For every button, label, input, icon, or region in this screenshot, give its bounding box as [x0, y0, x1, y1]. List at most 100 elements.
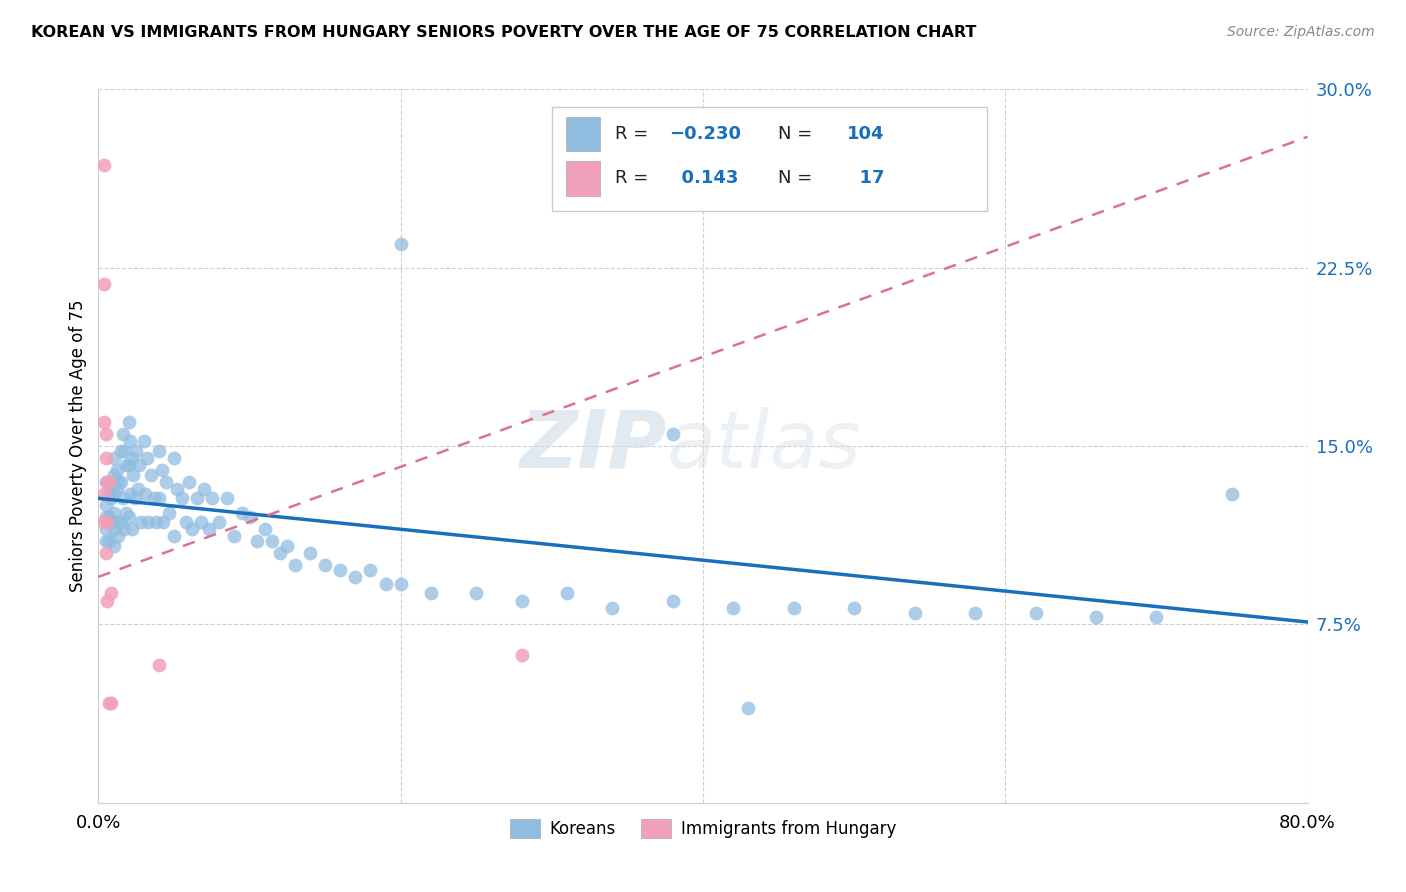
- Point: [127, 482, 149, 496]
- FancyBboxPatch shape: [551, 107, 987, 211]
- Text: N =: N =: [778, 169, 818, 187]
- Point: [239, 510, 262, 524]
- Point: [125, 443, 148, 458]
- Point: [163, 450, 186, 465]
- Point: [103, 539, 125, 553]
- Point: [1144, 610, 1167, 624]
- Point: [96, 475, 118, 489]
- Point: [93, 277, 115, 292]
- Point: [904, 606, 927, 620]
- Point: [224, 529, 246, 543]
- Point: [103, 506, 125, 520]
- Text: 104: 104: [846, 125, 884, 143]
- Point: [94, 522, 117, 536]
- Point: [134, 486, 156, 500]
- Point: [1220, 486, 1243, 500]
- Point: [98, 475, 121, 489]
- Point: [98, 696, 121, 710]
- Point: [170, 491, 193, 506]
- Point: [284, 558, 307, 572]
- Point: [329, 563, 352, 577]
- Point: [94, 510, 117, 524]
- Point: [114, 506, 136, 520]
- Point: [103, 450, 125, 465]
- Point: [269, 546, 291, 560]
- Point: [96, 515, 118, 529]
- Point: [93, 515, 115, 529]
- Point: [193, 482, 215, 496]
- Point: [723, 600, 745, 615]
- Point: [141, 467, 163, 482]
- Point: [215, 491, 238, 506]
- Point: [186, 491, 208, 506]
- Point: [602, 600, 624, 615]
- Point: [231, 506, 253, 520]
- Text: ZIP: ZIP: [519, 407, 666, 485]
- Point: [1024, 606, 1046, 620]
- Text: Source: ZipAtlas.com: Source: ZipAtlas.com: [1227, 25, 1375, 39]
- Point: [181, 522, 204, 536]
- Legend: Koreans, Immigrants from Hungary: Koreans, Immigrants from Hungary: [503, 812, 903, 845]
- Text: −0.230: −0.230: [669, 125, 741, 143]
- Point: [510, 593, 533, 607]
- Point: [152, 515, 174, 529]
- Point: [253, 522, 276, 536]
- Point: [98, 486, 121, 500]
- Point: [510, 648, 533, 663]
- Point: [118, 510, 141, 524]
- Point: [98, 534, 121, 549]
- Point: [103, 522, 125, 536]
- Point: [389, 236, 412, 251]
- Point: [94, 499, 117, 513]
- Point: [112, 443, 135, 458]
- Point: [129, 515, 152, 529]
- Point: [111, 427, 134, 442]
- Point: [103, 467, 125, 482]
- Point: [276, 539, 298, 553]
- Text: 0.143: 0.143: [669, 169, 738, 187]
- Text: atlas: atlas: [666, 407, 862, 485]
- Point: [96, 593, 118, 607]
- Point: [465, 586, 488, 600]
- Point: [132, 434, 155, 449]
- FancyBboxPatch shape: [567, 161, 600, 195]
- Point: [110, 443, 132, 458]
- Point: [110, 475, 132, 489]
- Point: [148, 443, 170, 458]
- Point: [105, 515, 128, 529]
- Point: [93, 486, 115, 500]
- Point: [661, 427, 683, 442]
- Text: N =: N =: [778, 125, 818, 143]
- Point: [150, 463, 173, 477]
- Point: [100, 491, 122, 506]
- Point: [105, 482, 128, 496]
- Point: [374, 577, 396, 591]
- Point: [163, 529, 186, 543]
- FancyBboxPatch shape: [567, 117, 600, 152]
- Point: [965, 606, 987, 620]
- Point: [159, 506, 181, 520]
- Point: [135, 450, 157, 465]
- Point: [105, 463, 128, 477]
- Point: [136, 515, 159, 529]
- Point: [120, 434, 142, 449]
- Point: [143, 491, 166, 506]
- Point: [190, 515, 212, 529]
- Point: [94, 534, 117, 549]
- Point: [166, 482, 188, 496]
- Text: R =: R =: [614, 169, 654, 187]
- Point: [145, 515, 167, 529]
- Point: [111, 491, 134, 506]
- Point: [661, 593, 683, 607]
- Point: [174, 515, 197, 529]
- Point: [360, 563, 382, 577]
- Point: [100, 586, 122, 600]
- Point: [201, 491, 224, 506]
- Point: [114, 458, 136, 472]
- Point: [118, 415, 141, 429]
- Point: [103, 486, 125, 500]
- Point: [148, 657, 170, 672]
- Text: R =: R =: [614, 125, 654, 143]
- Point: [98, 510, 121, 524]
- Point: [128, 458, 150, 472]
